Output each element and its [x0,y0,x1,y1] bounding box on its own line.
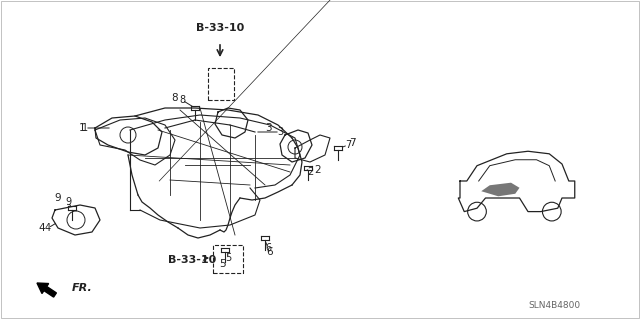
Text: 6: 6 [267,247,273,257]
Polygon shape [481,183,520,196]
Text: 3: 3 [277,127,283,137]
Text: 6: 6 [265,243,271,253]
Text: B-33-10: B-33-10 [196,23,244,33]
Text: 3: 3 [265,123,271,133]
Bar [208,68,234,100]
Text: 5: 5 [225,253,231,263]
Text: 5: 5 [219,259,225,269]
Text: 1: 1 [82,123,88,133]
Text: 4: 4 [38,223,45,233]
Text: 2: 2 [307,167,313,177]
Text: SLN4B4800: SLN4B4800 [528,300,580,309]
Bar [213,245,243,273]
Text: 4: 4 [45,223,51,233]
Text: B-33-10: B-33-10 [168,255,216,265]
FancyArrow shape [37,283,56,297]
Text: 7: 7 [349,138,355,148]
Text: 9: 9 [65,197,71,207]
Text: 7: 7 [345,140,351,150]
Text: FR.: FR. [72,283,93,293]
Text: 8: 8 [172,93,179,103]
Text: 2: 2 [315,165,321,175]
Text: 1: 1 [79,123,85,133]
Text: 8: 8 [179,95,185,105]
Text: 9: 9 [54,193,61,203]
